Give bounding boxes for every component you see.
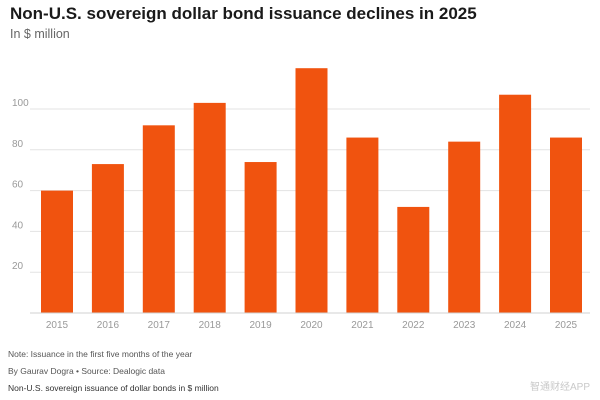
bar-2018 [193, 102, 226, 313]
x-tick-label: 2023 [453, 320, 476, 331]
watermark-text: 智通财经APP [529, 382, 590, 393]
x-tick-label: 2022 [402, 320, 425, 331]
y-tick-label: 40 [12, 220, 24, 231]
bar-2023 [448, 141, 481, 313]
bar-2020 [295, 68, 328, 313]
y-tick-label: 60 [12, 180, 24, 191]
chart-byline: By Gaurav Dogra • Source: Dealogic data [8, 366, 166, 376]
x-tick-label: 2015 [46, 320, 69, 331]
x-tick-label: 2018 [199, 320, 222, 331]
x-tick-label: 2024 [504, 320, 527, 331]
y-tick-label: 80 [12, 139, 24, 150]
bar-2019 [244, 162, 277, 313]
bar-2016 [91, 164, 124, 313]
bar-2022 [397, 206, 430, 313]
x-tick-label: 2020 [300, 320, 323, 331]
chart-subtitle: In $ million [10, 27, 70, 41]
bar-2024 [499, 94, 532, 313]
x-tick-label: 2025 [555, 320, 578, 331]
x-tick-label: 2017 [148, 320, 171, 331]
y-tick-label: 100 [12, 98, 29, 109]
bar-2025 [550, 137, 582, 313]
chart-title: Non-U.S. sovereign dollar bond issuance … [10, 4, 477, 23]
y-tick-label: 20 [12, 261, 24, 272]
bar-2021 [346, 137, 379, 313]
chart-note: Note: Issuance in the first five months … [8, 349, 193, 359]
chart-caption: Non-U.S. sovereign issuance of dollar bo… [8, 383, 219, 393]
bar-2015 [41, 190, 73, 313]
bar-2017 [142, 125, 175, 313]
x-tick-label: 2021 [351, 320, 374, 331]
x-tick-label: 2019 [249, 320, 272, 331]
x-tick-label: 2016 [97, 320, 120, 331]
